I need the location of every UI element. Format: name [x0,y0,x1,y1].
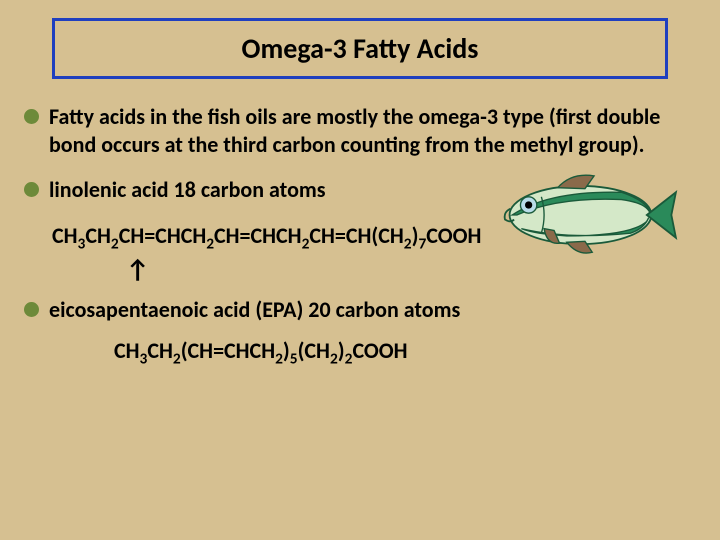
bullet-icon [24,302,39,317]
bullet-icon [24,109,39,124]
bullet-row-1: Fatty acids in the fish oils are mostly … [24,103,696,158]
bullet-text-2: linolenic acid 18 carbon atoms [49,176,326,204]
epa-formula: CH3CH2(CH=CHCH2)5(CH2)2COOH [114,337,696,369]
bullet-text-3: eicosapentaenoic acid (EPA) 20 carbon at… [49,296,460,324]
bullet-icon [24,182,39,197]
fish-icon [490,165,680,265]
bullet-row-3: eicosapentaenoic acid (EPA) 20 carbon at… [24,296,696,324]
bullet-text-1: Fatty acids in the fish oils are mostly … [49,103,696,158]
slide-title: Omega-3 Fatty Acids [75,31,645,66]
epa-formula-block: CH3CH2(CH=CHCH2)5(CH2)2COOH [114,337,696,369]
title-box: Omega-3 Fatty Acids [52,18,668,79]
slide: Omega-3 Fatty Acids Fatty acids in the f… [0,0,720,540]
